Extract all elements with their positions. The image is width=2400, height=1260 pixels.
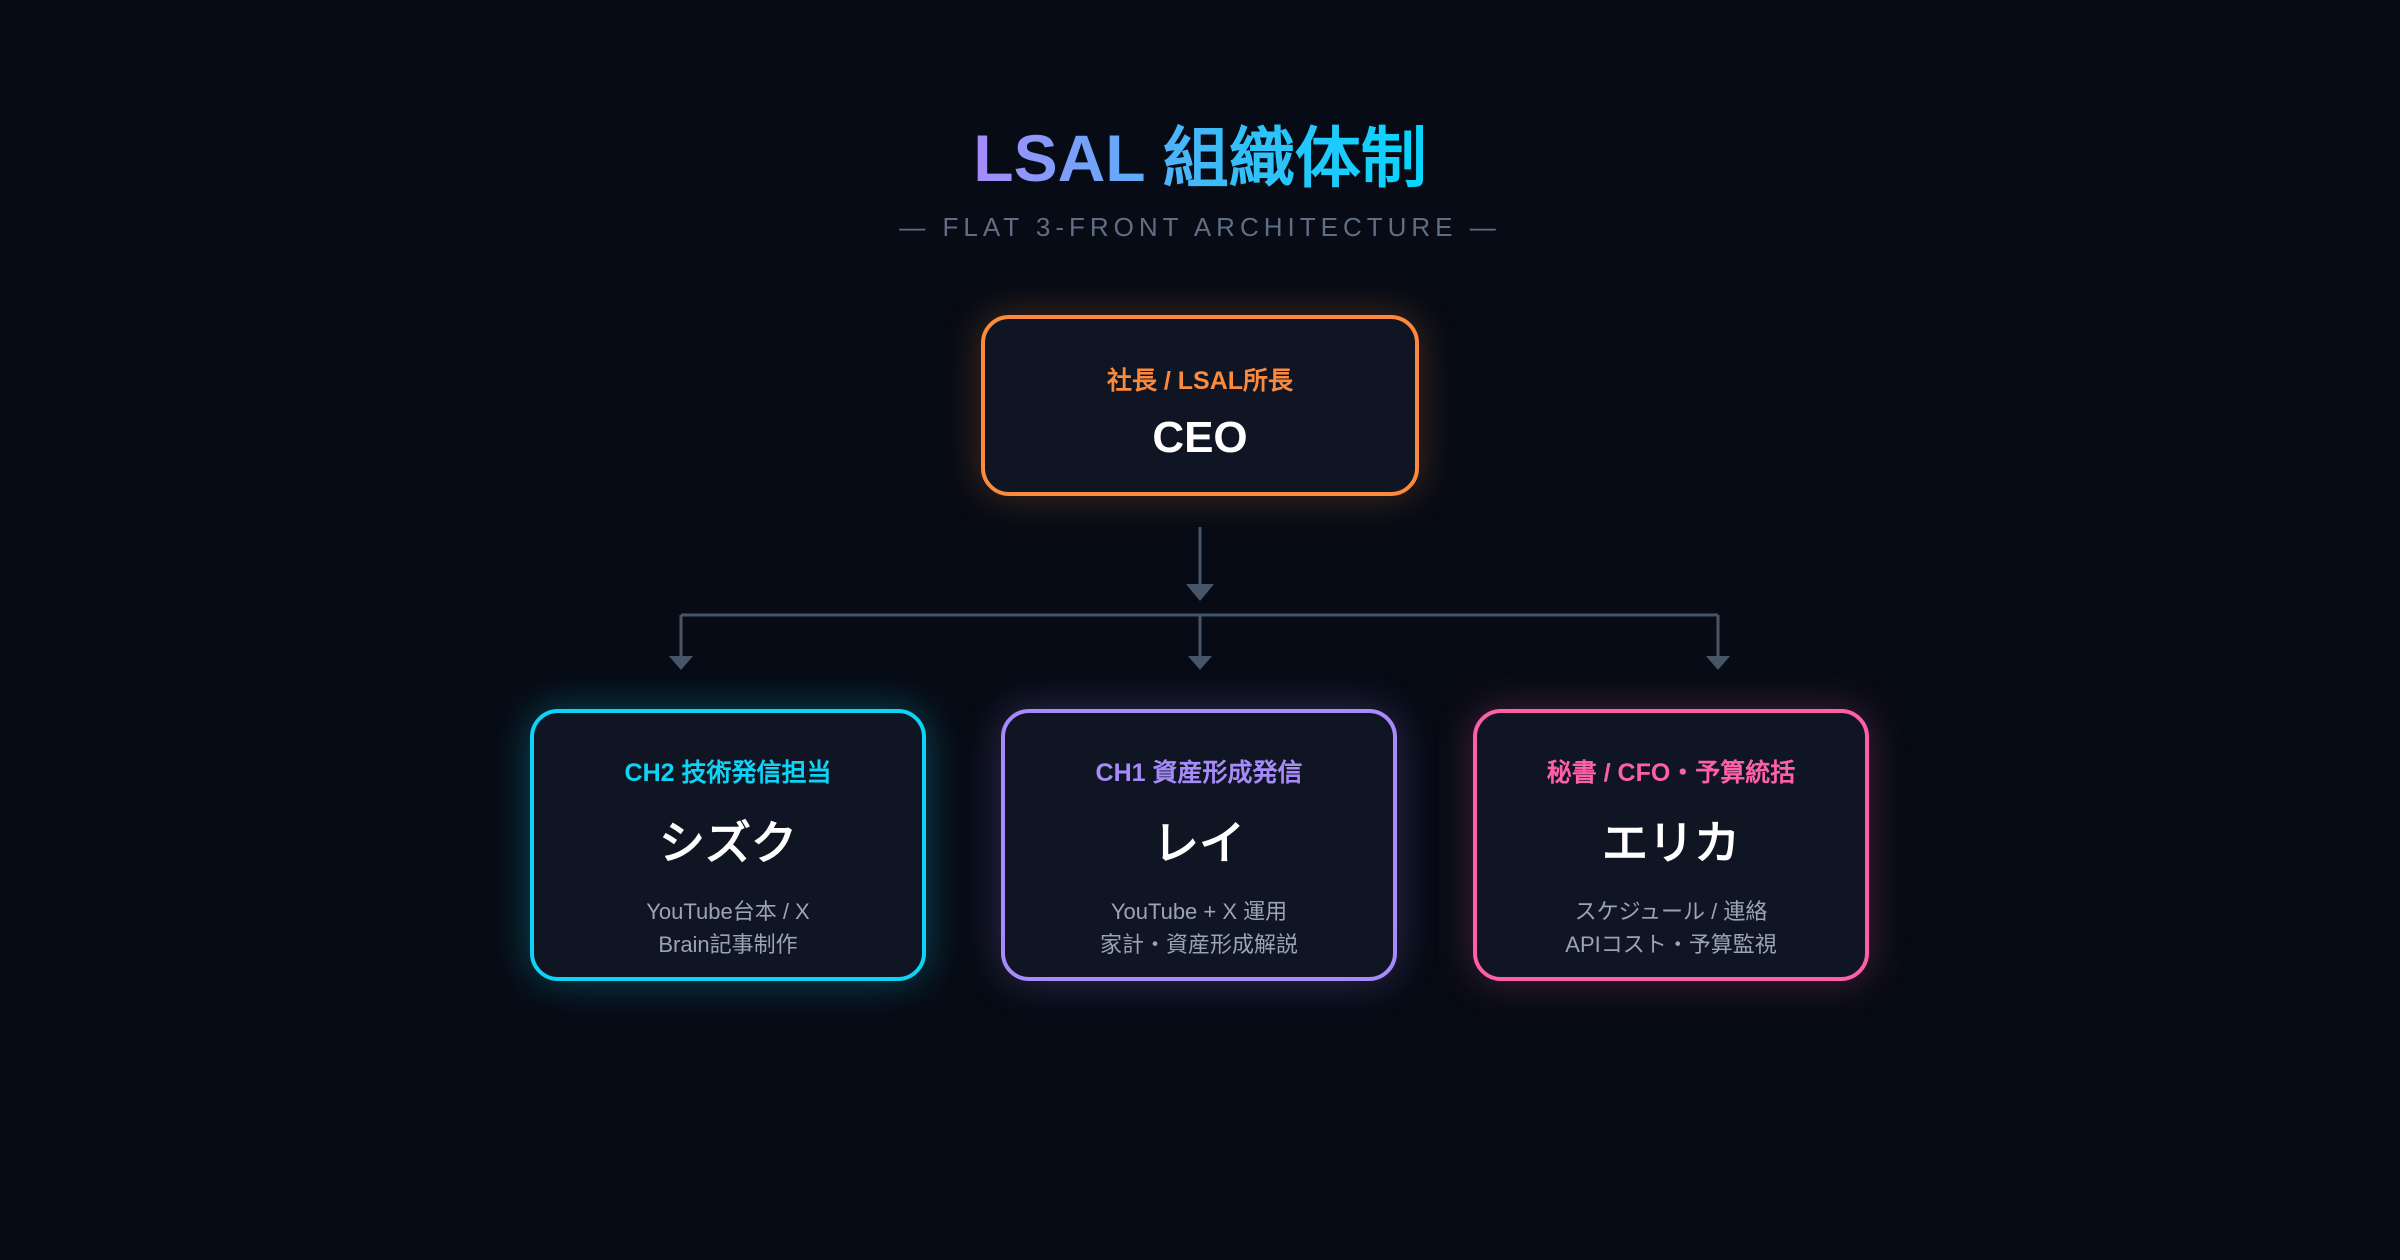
page-subtitle: — FLAT 3-FRONT ARCHITECTURE — <box>899 212 1501 242</box>
ceo-role: 社長 / LSAL所長 <box>1106 367 1294 395</box>
member-desc-line: Brain記事制作 <box>658 932 798 957</box>
page-title: LSAL 組織体制 <box>973 121 1427 195</box>
member-node-rei: CH1 資産形成発信 レイ YouTube + X 運用 家計・資産形成解説 <box>1001 709 1397 981</box>
member-desc-line: 家計・資産形成解説 <box>1099 932 1298 957</box>
member-name: シズク <box>659 817 797 869</box>
arrow-head-ceo <box>1186 584 1214 601</box>
member-desc-line: スケジュール / 連絡 <box>1574 899 1768 924</box>
member-role: 秘書 / CFO・予算統括 <box>1546 759 1796 787</box>
member-node-shizuku: CH2 技術発信担当 シズク YouTube台本 / X Brain記事制作 <box>530 709 926 981</box>
member-name: レイ <box>1153 817 1245 869</box>
ceo-node: 社長 / LSAL所長 CEO <box>981 315 1419 496</box>
arrow-head-2 <box>1188 656 1212 670</box>
member-desc-line: YouTube台本 / X <box>646 899 810 924</box>
member-desc-line: APIコスト・予算監視 <box>1565 932 1777 957</box>
ceo-name: CEO <box>1152 413 1248 462</box>
member-desc-line: YouTube + X 運用 <box>1110 899 1288 924</box>
arrow-head-3 <box>1706 656 1730 670</box>
member-node-erika: 秘書 / CFO・予算統括 エリカ スケジュール / 連絡 APIコスト・予算監… <box>1473 709 1869 981</box>
member-role: CH1 資産形成発信 <box>1095 759 1303 787</box>
member-name: エリカ <box>1602 817 1740 869</box>
arrow-head-1 <box>669 656 693 670</box>
member-role: CH2 技術発信担当 <box>624 759 832 787</box>
